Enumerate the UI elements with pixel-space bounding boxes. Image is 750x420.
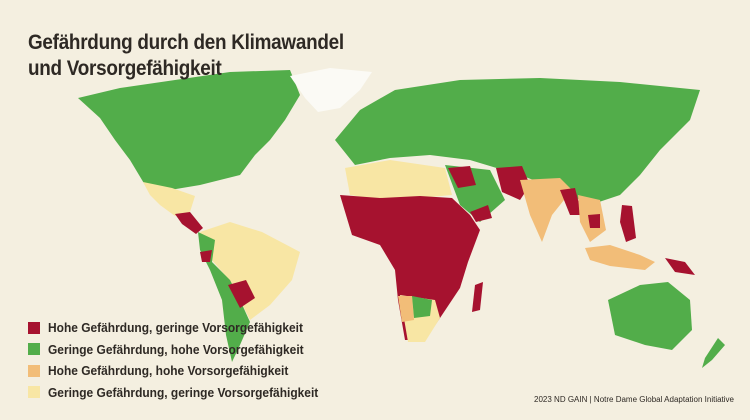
legend-label: Geringe Gefährdung, geringe Vorsorgefähi… <box>48 384 319 400</box>
region-new-zealand <box>702 338 725 368</box>
region-indonesia <box>585 245 655 270</box>
legend-label: Hohe Gefährdung, hohe Vorsorgefähigkeit <box>48 363 289 379</box>
title-line-2: und Vorsorgefähigkeit <box>28 57 222 80</box>
region-south-america <box>200 222 300 320</box>
region-yemen <box>470 205 492 222</box>
region-bangladesh-myanmar <box>560 188 582 215</box>
region-india <box>520 178 572 242</box>
region-north-africa <box>345 160 452 200</box>
region-north-america <box>78 70 300 190</box>
legend-item-low-risk-low-readiness: Geringe Gefährdung, geringe Vorsorgefähi… <box>28 382 342 404</box>
region-mexico <box>143 182 195 216</box>
legend-item-high-risk-low-readiness: Hohe Gefährdung, geringe Vorsorgefähigke… <box>28 317 342 339</box>
title-line-1: Gefährdung durch den Klimawandel <box>28 31 344 54</box>
legend-label: Geringe Gefährdung, hohe Vorsorgefähigke… <box>48 341 304 357</box>
region-greenland <box>290 68 372 112</box>
region-syria-iraq <box>448 166 476 188</box>
legend-item-high-risk-high-readiness: Hohe Gefährdung, hohe Vorsorgefähigkeit <box>28 360 342 382</box>
region-ecuador <box>200 250 212 262</box>
region-madagascar <box>472 282 483 312</box>
map-legend: Hohe Gefährdung, geringe Vorsorgefähigke… <box>28 317 342 403</box>
region-australia <box>608 282 692 350</box>
legend-item-low-risk-high-readiness: Geringe Gefährdung, hohe Vorsorgefähigke… <box>28 339 342 361</box>
source-credit: 2023 ND GAIN | Notre Dame Global Adaptat… <box>534 395 734 404</box>
region-africa <box>340 195 480 340</box>
legend-swatch <box>28 343 40 356</box>
region-cambodia <box>588 214 600 228</box>
map-title: Gefährdung durch den Klimawandel und Vor… <box>28 30 344 82</box>
region-bolivia <box>228 280 255 308</box>
region-botswana <box>412 296 432 318</box>
legend-swatch <box>28 321 40 334</box>
region-pakistan-afghanistan <box>496 166 530 200</box>
legend-swatch <box>28 386 40 399</box>
region-namibia <box>398 296 414 322</box>
region-philippines <box>620 205 636 242</box>
region-andes-west <box>198 232 250 362</box>
legend-label: Hohe Gefährdung, geringe Vorsorgefähigke… <box>48 320 303 336</box>
region-eurasia <box>335 78 700 205</box>
region-new-guinea <box>665 258 695 275</box>
region-central-america <box>175 212 203 234</box>
legend-swatch <box>28 364 40 377</box>
